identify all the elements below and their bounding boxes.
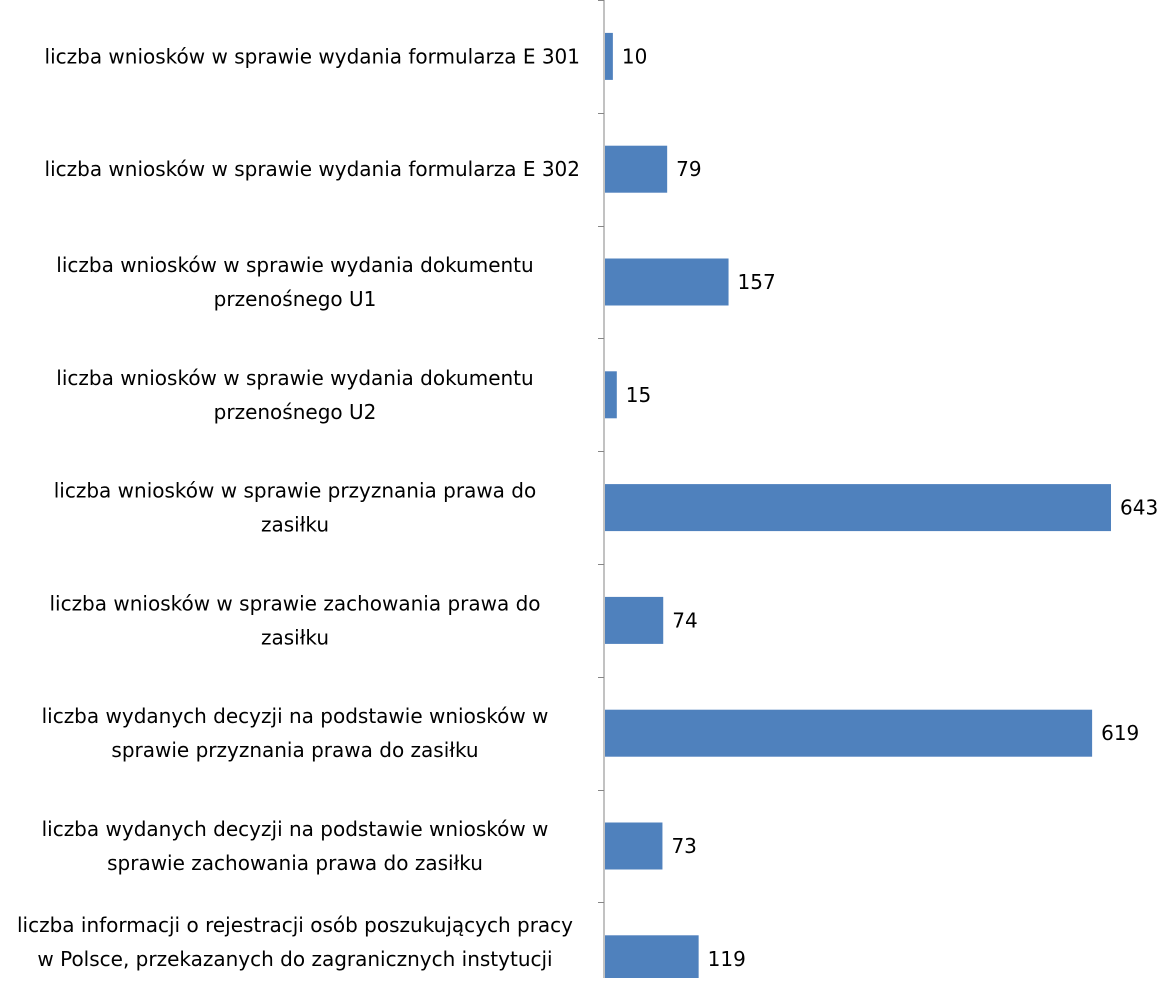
category-label: liczba wydanych decyzji na podstawie wni… bbox=[42, 817, 549, 841]
bar bbox=[605, 596, 664, 644]
category-label: przenośnego U1 bbox=[214, 287, 377, 311]
data-label: 79 bbox=[676, 157, 701, 181]
category-label: liczba wniosków w sprawie zachowania pra… bbox=[49, 591, 540, 615]
category-label: w Polsce, przekazanych do zagranicznych … bbox=[37, 947, 552, 971]
data-label: 73 bbox=[671, 834, 696, 858]
category-label: liczba wniosków w sprawie wydania formul… bbox=[45, 44, 580, 68]
category-label: przenośnego U2 bbox=[214, 400, 377, 424]
data-label: 619 bbox=[1101, 721, 1139, 745]
category-label: zasiłku bbox=[261, 625, 329, 649]
category-label: liczba wniosków w sprawie wydania dokume… bbox=[56, 366, 533, 390]
bar bbox=[605, 709, 1093, 757]
category-label: liczba wniosków w sprawie przyznania pra… bbox=[54, 479, 536, 503]
category-label: sprawie zachowania prawa do zasiłku bbox=[107, 851, 483, 875]
bar bbox=[605, 258, 729, 306]
bar bbox=[605, 935, 699, 982]
bar bbox=[605, 32, 613, 80]
data-label: 643 bbox=[1120, 496, 1158, 520]
bar bbox=[605, 484, 1111, 532]
data-label: 15 bbox=[626, 383, 651, 407]
data-label: 119 bbox=[708, 947, 746, 971]
data-label: 10 bbox=[622, 44, 647, 68]
category-label: zasiłku bbox=[261, 513, 329, 537]
category-label: liczba wydanych decyzji na podstawie wni… bbox=[42, 704, 549, 728]
data-label: 157 bbox=[738, 270, 776, 294]
bar bbox=[605, 371, 617, 419]
bar bbox=[605, 822, 663, 870]
bar bbox=[605, 145, 668, 193]
category-label: liczba wniosków w sprawie wydania formul… bbox=[45, 157, 580, 181]
category-label: liczba informacji o rejestracji osób pos… bbox=[17, 913, 573, 937]
category-label: sprawie przyznania prawa do zasiłku bbox=[111, 738, 478, 762]
category-label: liczba wniosków w sprawie wydania dokume… bbox=[56, 253, 533, 277]
data-label: 74 bbox=[672, 608, 697, 632]
